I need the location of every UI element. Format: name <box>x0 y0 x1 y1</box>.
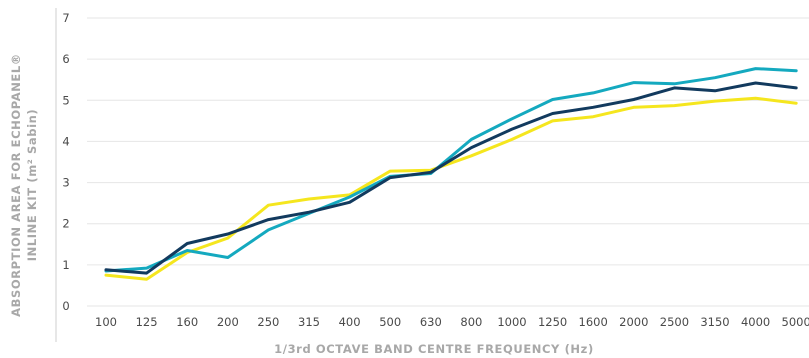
y-tick-label: 7 <box>62 11 69 25</box>
x-tick-label: 1250 <box>538 315 567 329</box>
x-tick-label: 100 <box>95 315 117 329</box>
x-tick-label: 5000 <box>782 315 809 329</box>
x-tick-label: 125 <box>136 315 158 329</box>
y-tick-label: 0 <box>62 299 69 313</box>
series-line-2 <box>104 67 798 273</box>
x-tick-label: 200 <box>217 315 239 329</box>
y-axis-title-line1: ABSORPTION AREA FOR ECHOPANEL® <box>9 53 23 317</box>
y-tick-label: 6 <box>62 52 69 66</box>
x-tick-label: 1000 <box>497 315 526 329</box>
gridlines <box>87 17 809 307</box>
y-tick-label: 4 <box>62 134 69 148</box>
y-tick-label: 2 <box>62 217 69 231</box>
y-axis-title-line2: INLINE KIT (m² Sabin) <box>25 109 39 262</box>
x-tick-label: 2500 <box>660 315 689 329</box>
x-tick-label: 315 <box>298 315 320 329</box>
x-tick-label: 500 <box>379 315 401 329</box>
x-tick-label: 250 <box>257 315 279 329</box>
y-tick-label: 5 <box>62 93 69 107</box>
x-tick-label: 1600 <box>579 315 608 329</box>
series-line-1 <box>104 96 798 281</box>
x-tick-label: 800 <box>460 315 482 329</box>
x-tick-label: 3150 <box>700 315 729 329</box>
y-tick-label: 3 <box>62 176 69 190</box>
x-tick-label: 4000 <box>741 315 770 329</box>
series-lines <box>104 67 798 281</box>
x-tick-label: 2000 <box>619 315 648 329</box>
x-axis-title: 1/3rd OCTAVE BAND CENTRE FREQUENCY (Hz) <box>274 342 594 356</box>
y-tick-label: 1 <box>62 258 69 272</box>
y-tick-labels: 0 1 2 3 4 5 6 7 <box>62 11 69 313</box>
series-line-3 <box>104 81 798 275</box>
x-tick-label: 630 <box>420 315 442 329</box>
x-tick-labels: 100 125 160 200 250 315 400 500 630 800 1000 1250 16… <box>95 315 809 329</box>
x-tick-label: 160 <box>176 315 198 329</box>
x-tick-label: 400 <box>339 315 361 329</box>
